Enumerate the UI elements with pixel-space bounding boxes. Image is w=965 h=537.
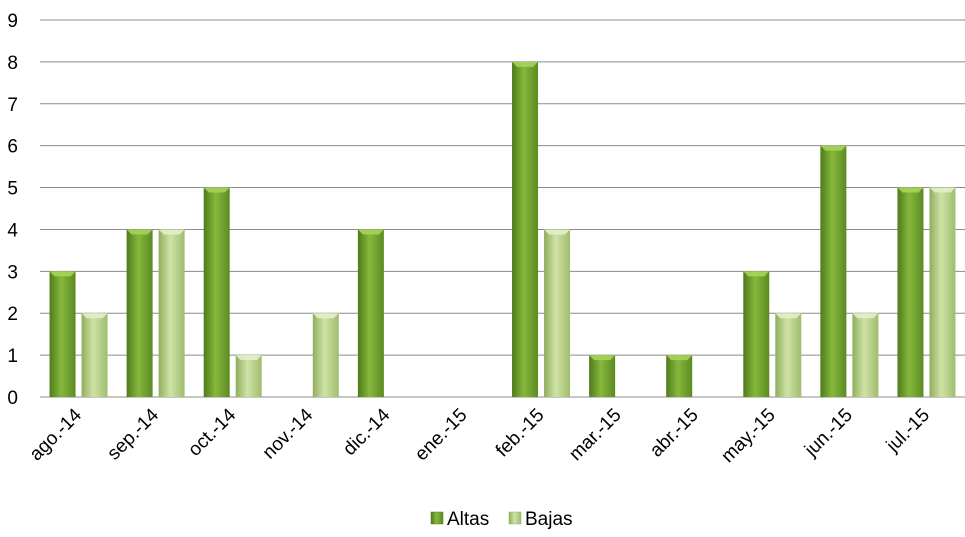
bar-altas-sep.-14 (126, 229, 153, 397)
bars (49, 61, 956, 398)
legend-item-altas: Altas (430, 509, 489, 530)
bar-bajas-jul.-15 (929, 187, 956, 397)
bar-altas-mar.-15 (589, 355, 616, 397)
x-tick-label: ago.-14 (26, 404, 87, 465)
x-tick-label: mar.-15 (565, 405, 625, 465)
legend-item-bajas: Bajas (508, 509, 573, 530)
bar-altas-jun.-15 (820, 145, 847, 397)
x-tick-label: oct.-14 (184, 404, 240, 460)
bar-altas-feb.-15 (512, 61, 539, 398)
y-axis: 0 1 2 3 4 5 6 7 8 9 (7, 11, 18, 409)
legend-label: Bajas (525, 509, 573, 530)
y-tick-label: 7 (7, 95, 18, 116)
y-tick-label: 8 (7, 53, 18, 74)
y-tick-label: 5 (7, 179, 18, 200)
x-tick-label: may.-15 (717, 405, 779, 467)
legend-label: Altas (447, 509, 489, 530)
bar-bajas-may.-15 (775, 313, 802, 397)
bar-bajas-jun.-15 (852, 313, 879, 397)
bar-altas-oct.-14 (203, 187, 230, 397)
x-tick-label: ene.-15 (411, 405, 471, 465)
bar-bajas-nov.-14 (312, 313, 339, 397)
x-tick-label: feb.-15 (492, 405, 549, 462)
x-tick-label: jul.-15 (882, 405, 934, 457)
x-tick-label: sep.-14 (103, 404, 163, 464)
legend-swatch (508, 511, 522, 525)
y-tick-label: 2 (7, 304, 18, 325)
x-tick-label: dic.-14 (339, 404, 394, 459)
bar-altas-ago.-14 (49, 271, 76, 397)
y-tick-label: 3 (7, 262, 18, 283)
y-tick-label: 9 (7, 11, 18, 32)
y-tick-label: 6 (7, 137, 18, 158)
bar-altas-dic.-14 (357, 229, 384, 397)
bar-altas-jul.-15 (897, 187, 924, 397)
x-tick-label: nov.-14 (259, 404, 318, 463)
legend: Altas Bajas (430, 509, 573, 530)
bar-altas-may.-15 (743, 271, 770, 397)
x-tick-label: jun.-15 (800, 405, 857, 462)
x-tick-label: abr.-15 (646, 405, 703, 462)
bar-bajas-feb.-15 (544, 229, 571, 397)
bar-bajas-sep.-14 (158, 229, 185, 397)
bar-bajas-oct.-14 (235, 355, 262, 397)
y-tick-label: 4 (7, 220, 18, 241)
legend-swatch (430, 511, 444, 525)
y-tick-label: 1 (7, 346, 18, 367)
bar-altas-abr.-15 (666, 355, 693, 397)
y-tick-label: 0 (7, 388, 18, 409)
x-axis: ago.-14 sep.-14 oct.-14 nov.-14 dic.-14 ene.-… (26, 404, 934, 467)
bar-bajas-ago.-14 (81, 313, 108, 397)
gridlines (40, 19, 965, 398)
